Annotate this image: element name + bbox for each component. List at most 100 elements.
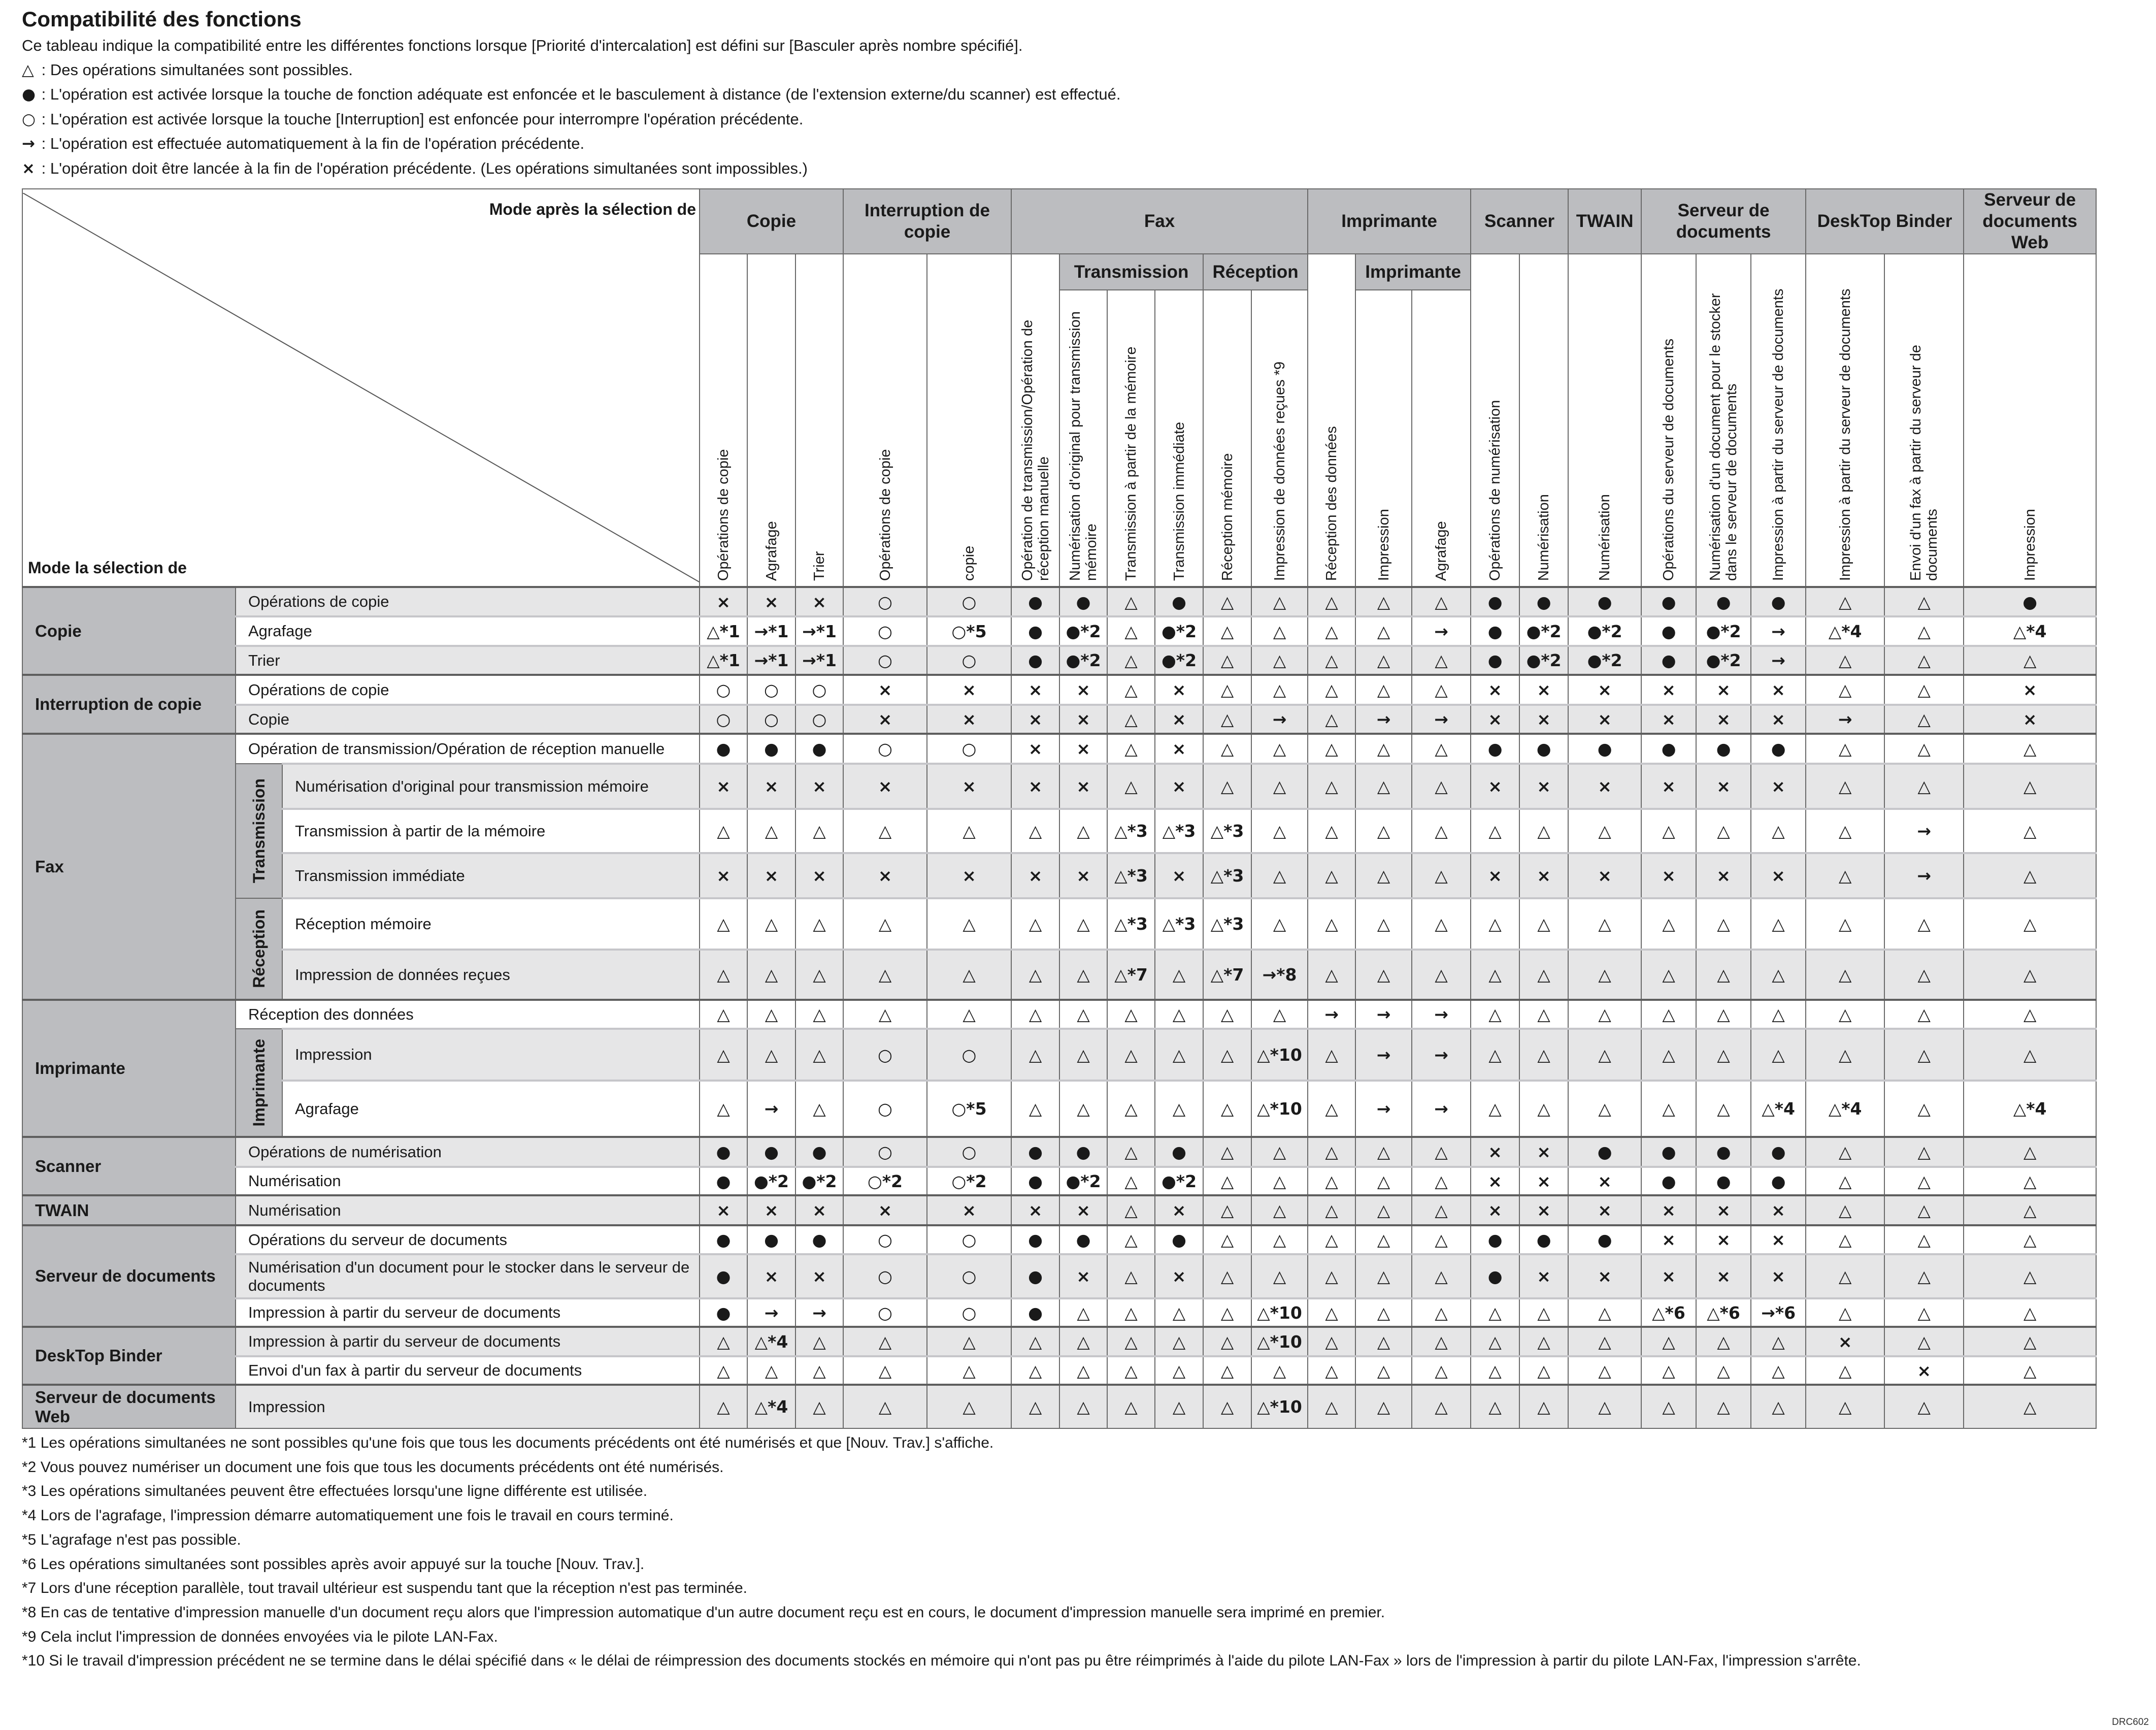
table-cell: △*4 — [1963, 615, 2097, 646]
table-cell: △ — [1641, 999, 1697, 1029]
table-cell: × — [1011, 674, 1060, 705]
table-cell: △ — [1355, 645, 1413, 675]
table-body: Copie Opérations de copie × × × ○ ○ ● ● △ ● △ △ △ △ △ ● ●… — [22, 586, 2097, 1429]
table-cell: △ — [1750, 1384, 1807, 1429]
table-cell: ○ — [843, 1028, 928, 1081]
table-cell: △ — [1307, 949, 1356, 1000]
table-cell: × — [1470, 674, 1520, 705]
table-cell: △ — [699, 1028, 748, 1081]
table-row: Réception Réception mémoire △ △ △ △ △ △ △ △*3 △*3 △… — [22, 897, 2097, 1000]
legend-symbol-icon: ● — [22, 85, 36, 104]
column-header-label: Opérations du serveur de documents — [1661, 338, 1677, 581]
table-cell: ● — [1750, 586, 1807, 617]
table-cell: △ — [1568, 1080, 1642, 1137]
row-label: Impression de données reçues — [281, 949, 701, 1000]
table-cell: ○ — [747, 674, 797, 705]
table-cell: △ — [1107, 615, 1156, 646]
table-cell: ○ — [926, 645, 1012, 675]
table-cell: × — [1519, 763, 1569, 809]
column-header-label: Impression à partir du serveur de docume… — [1770, 288, 1787, 581]
table-cell: × — [1641, 1194, 1697, 1226]
table-cell: △ — [1059, 1028, 1108, 1081]
table-cell: ●*2 — [1059, 1166, 1108, 1196]
row-label: Impression à partir du serveur de docume… — [235, 1297, 701, 1327]
table-cell: × — [1696, 1224, 1752, 1255]
table-cell: △ — [1568, 897, 1642, 950]
table-cell: × — [1011, 852, 1060, 899]
column-header: Opérations du serveur de documents — [1641, 253, 1697, 587]
table-cell: △ — [1696, 949, 1752, 1000]
table-cell: △ — [1251, 615, 1309, 646]
table-cell: → — [1355, 1028, 1413, 1081]
table-cell: △ — [1884, 586, 1965, 617]
table-cell: × — [1641, 1224, 1697, 1255]
table-cell: ○ — [926, 586, 1012, 617]
table-cell: ○ — [926, 1253, 1012, 1299]
legend-list: △ : Des opérations simultanées sont poss… — [22, 58, 1120, 181]
table-cell: × — [1059, 1194, 1108, 1226]
table-cell: △ — [1963, 1166, 2097, 1196]
table-cell: × — [1641, 1253, 1697, 1299]
table-cell: ○ — [699, 674, 748, 705]
table-cell: △ — [1251, 1194, 1309, 1226]
table-cell: ○ — [843, 586, 928, 617]
row-label: Impression — [281, 1028, 701, 1081]
table-cell: →*6 — [1750, 1297, 1807, 1327]
table-cell: △ — [843, 1326, 928, 1357]
table-cell: △ — [1963, 1136, 2097, 1167]
table-cell: △ — [1805, 808, 1885, 854]
table-cell: △*4 — [747, 1326, 797, 1357]
footnote: *9 Cela inclut l'impression de données e… — [22, 1628, 498, 1645]
table-cell: △ — [1411, 1384, 1472, 1429]
table-cell: △ — [1805, 1224, 1885, 1255]
table-row: Numérisation d'un document pour le stock… — [22, 1253, 2097, 1299]
table-cell: ● — [1470, 1253, 1520, 1299]
table-cell: × — [1696, 704, 1752, 734]
table-cell: △ — [1641, 1384, 1697, 1429]
table-cell: △ — [1641, 1326, 1697, 1357]
table-cell: △*3 — [1107, 897, 1156, 950]
table-cell: × — [1154, 1253, 1204, 1299]
table-cell: × — [1059, 852, 1108, 899]
table-cell: × — [1963, 704, 2097, 734]
table-cell: △ — [1884, 1384, 1965, 1429]
table-cell: × — [1154, 852, 1204, 899]
corner-content: Mode après la sélection de Mode la sélect… — [23, 193, 699, 582]
table-row: Imprimante Impression △ △ △ ○ ○ △ △ △ △ △ △*10 △ → → △ △ △… — [22, 1028, 2097, 1137]
table-cell: × — [795, 852, 844, 899]
table-cell: △*4 — [747, 1384, 797, 1429]
table-cell: △ — [1568, 1028, 1642, 1081]
table-cell: △ — [1805, 674, 1885, 705]
table-cell: △ — [1154, 1384, 1204, 1429]
table-cell: △ — [1059, 1384, 1108, 1429]
table-cell: ● — [1519, 586, 1569, 617]
legend-symbol-icon: × — [22, 159, 35, 178]
table-cell: ● — [1696, 1136, 1752, 1167]
table-cell: ● — [1963, 586, 2097, 617]
table-cell: → — [1411, 615, 1472, 646]
table-cell: △ — [1251, 1166, 1309, 1196]
table-cell: × — [795, 763, 844, 809]
table-cell: ● — [1641, 645, 1697, 675]
table-cell: ● — [795, 1224, 844, 1255]
header-row: Mode après la sélection de Mode la sélect… — [21, 188, 2097, 587]
corner-cell: Mode après la sélection de Mode la sélect… — [21, 188, 701, 587]
table-cell: △ — [1107, 1253, 1156, 1299]
table-cell: △ — [1696, 1384, 1752, 1429]
table-cell: ● — [1059, 1224, 1108, 1255]
legend-symbol-icon: ○ — [22, 110, 36, 128]
table-cell: × — [1059, 1253, 1108, 1299]
table-cell: △*3 — [1203, 808, 1252, 854]
footnote: *7 Lors d'une réception parallèle, tout … — [22, 1580, 747, 1597]
row-label: Trier — [235, 645, 701, 675]
table-cell: △ — [1884, 1080, 1965, 1137]
table-cell: △ — [1059, 949, 1108, 1000]
table-cell: △ — [1251, 733, 1309, 764]
table-cell: △ — [1307, 615, 1356, 646]
table-cell: △ — [1805, 999, 1885, 1029]
table-cell: × — [1059, 674, 1108, 705]
table-cell: △ — [699, 1080, 748, 1137]
row-label: Opérations de copie — [235, 674, 701, 705]
column-header-label: Réception des données — [1323, 426, 1340, 581]
table-cell: △ — [747, 1355, 797, 1385]
